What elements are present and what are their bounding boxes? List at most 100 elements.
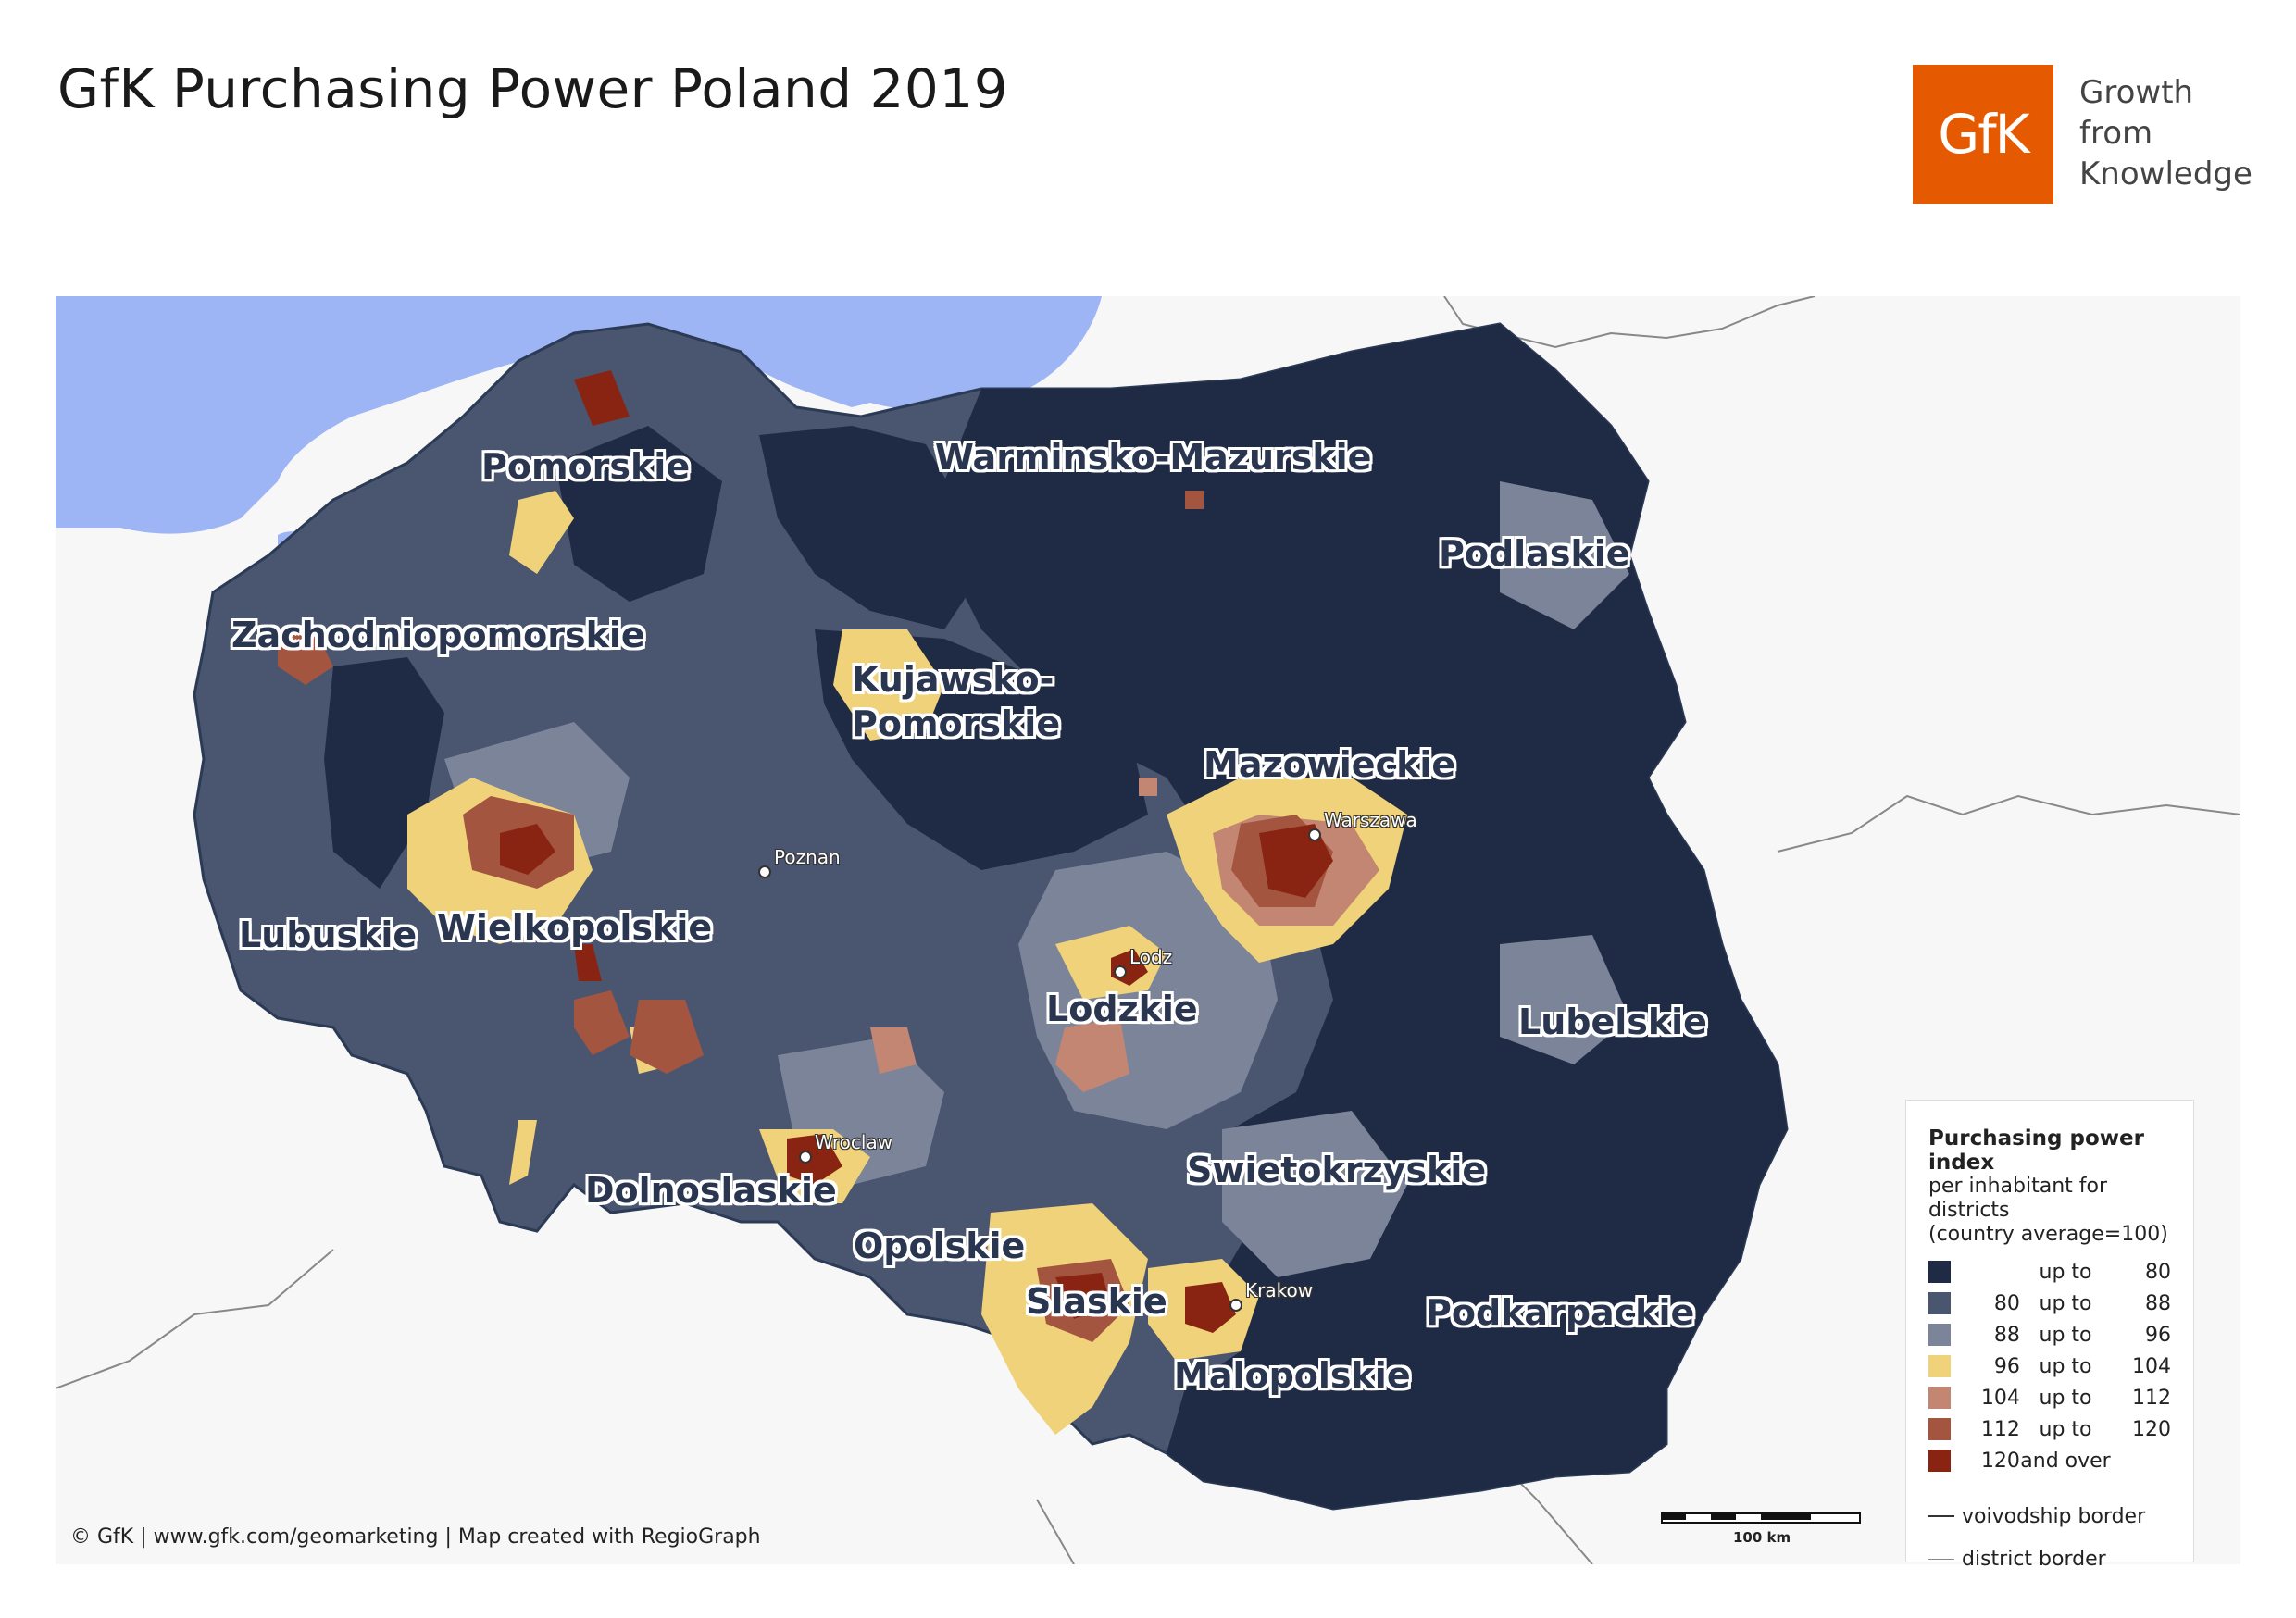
neighbor-border-sw	[1036, 1499, 1075, 1564]
west-border-yellow	[509, 1120, 537, 1185]
krakow-core	[1185, 1282, 1236, 1333]
map-svg	[56, 296, 2240, 1564]
legend-to: 96	[2145, 1323, 2171, 1347]
city-marker-krakow[interactable]	[1229, 1299, 1242, 1312]
region-label-podlaskie: Podlaskie	[1439, 533, 1630, 574]
legend-class-0: up to 80	[1928, 1256, 2171, 1288]
legend-subtitle-2: (country average=100)	[1928, 1223, 2168, 1246]
north-dark-region	[759, 426, 981, 629]
legend-sep: up to	[2039, 1417, 2092, 1441]
legend-voivodship-border: voivodship border	[1928, 1502, 2171, 1530]
swiet-grey	[1222, 1111, 1407, 1277]
legend-class-6: 120 and over	[1928, 1445, 2171, 1476]
city-marker-warszawa[interactable]	[1308, 828, 1321, 841]
region-label-warminsko-mazurskie: Warminsko-Mazurskie	[935, 437, 1372, 478]
region-label-malopolskie: Malopolskie	[1174, 1355, 1411, 1396]
legend-swatch	[1928, 1450, 1951, 1472]
podlaskie-grey	[1500, 481, 1629, 629]
city-marker-poznan[interactable]	[758, 865, 771, 878]
legend-sep: up to	[2039, 1323, 2092, 1347]
legend-sep: up to	[2039, 1386, 2092, 1410]
plock	[1139, 778, 1157, 796]
neighbor-border-ukraine	[1777, 794, 2240, 853]
legend-to: 120	[2132, 1417, 2171, 1441]
region-label-kujawsko-pomorskie: Kujawsko- Pomorskie	[852, 659, 1061, 744]
map-title: GfK Purchasing Power Poland 2019	[57, 57, 1009, 120]
tagline-line-2: from	[2079, 115, 2153, 152]
region-label-opolskie: Opolskie	[854, 1226, 1026, 1266]
city-label-warszawa: Warszawa	[1324, 809, 1417, 831]
logo-tagline: Growth from Knowledge	[2079, 72, 2252, 194]
city-label-wroclaw: Wroclaw	[815, 1131, 893, 1153]
legend-from: 96	[1993, 1354, 2020, 1378]
kalisz	[870, 1027, 917, 1074]
legend-swatch	[1928, 1292, 1951, 1314]
scale-bar	[1661, 1512, 1861, 1524]
district-line-sample	[1928, 1558, 1954, 1560]
region-label-dolnoslaskie: Dolnoslaskie	[585, 1170, 837, 1211]
wroclaw-core	[787, 1134, 842, 1185]
slaskie-core-2	[1055, 1273, 1111, 1319]
city-label-krakow: Krakow	[1245, 1279, 1314, 1301]
legend-from: 88	[1993, 1323, 2020, 1347]
region-label-zachodniopomorskie: Zachodniopomorskie	[231, 615, 645, 655]
legend-from: 120	[1980, 1449, 2020, 1473]
legend-to: 80	[2145, 1260, 2171, 1284]
neighbor-border-east	[1443, 296, 1816, 349]
legend-sep: and over	[2020, 1449, 2111, 1473]
lubelskie-grey	[1500, 935, 1629, 1064]
neighbor-border-south	[56, 1249, 334, 1389]
city-label-lodz: Lodz	[1129, 946, 1173, 968]
legend-swatch	[1928, 1418, 1951, 1440]
pomorskie-dark	[555, 426, 722, 602]
legend-to: 88	[2145, 1291, 2171, 1315]
legend-from: 80	[1993, 1291, 2020, 1315]
legend-title: Purchasing power index	[1928, 1126, 2144, 1175]
legend-swatch	[1928, 1355, 1951, 1377]
warsaw-core	[1259, 824, 1333, 898]
region-label-lubelskie: Lubelskie	[1518, 1002, 1707, 1042]
legend-rows: up to 80 80 up to 88 88 up to 96 96 up to 104 104 up…	[1928, 1256, 2171, 1476]
legend-swatch	[1928, 1324, 1951, 1346]
region-label-lodzkie: Lodzkie	[1046, 989, 1198, 1029]
zielona-gora	[574, 944, 602, 981]
region-label-pomorskie: Pomorskie	[481, 446, 691, 487]
legend-sep: up to	[2039, 1291, 2092, 1315]
legend: Purchasing power index per inhabitant fo…	[1905, 1100, 2194, 1571]
bydgoszcz-torun	[833, 629, 944, 741]
legend-swatch	[1928, 1387, 1951, 1409]
legend-class-4: 104 up to 112	[1928, 1382, 2171, 1413]
city-label-poznan: Poznan	[774, 846, 841, 868]
copyright: © GfK | www.gfk.com/geomarketing | Map c…	[70, 1525, 761, 1549]
legend-class-1: 80 up to 88	[1928, 1288, 2171, 1319]
legend-sep: up to	[2039, 1260, 2092, 1284]
olsztyn	[1185, 491, 1204, 509]
city-marker-wroclaw[interactable]	[799, 1151, 812, 1164]
scale-label: 100 km	[1733, 1529, 1791, 1546]
voivodship-border-label: voivodship border	[1962, 1504, 2146, 1528]
legend-from: 104	[1980, 1386, 2020, 1410]
map-area[interactable]: Pomorskie Warminsko-Mazurskie Podlaskie …	[56, 296, 2240, 1564]
legend-district-border: district border	[1928, 1545, 2171, 1573]
legend-class-3: 96 up to 104	[1928, 1350, 2171, 1382]
district-border-label: district border	[1962, 1547, 2106, 1571]
tagline-line-3: Knowledge	[2079, 156, 2252, 193]
dolny-112	[630, 1000, 704, 1074]
voivodship-line-sample	[1928, 1515, 1954, 1517]
region-label-wielkopolskie: Wielkopolskie	[437, 907, 713, 948]
legend-subtitle-1: per inhabitant for districts	[1928, 1175, 2108, 1222]
legend-class-2: 88 up to 96	[1928, 1319, 2171, 1350]
trojmiasto	[509, 491, 574, 574]
legend-from: 112	[1980, 1417, 2020, 1441]
region-label-mazowieckie: Mazowieckie	[1204, 744, 1456, 785]
legend-to: 112	[2132, 1386, 2171, 1410]
logo-text: GfK	[1938, 103, 2029, 166]
region-label-swietokrzyskie: Swietokrzyskie	[1187, 1150, 1487, 1190]
gdansk	[574, 370, 630, 426]
region-label-lubuskie: Lubuskie	[239, 915, 418, 955]
lubin	[574, 990, 630, 1055]
szczecin	[278, 629, 333, 685]
region-label-podkarpackie: Podkarpackie	[1426, 1292, 1695, 1333]
legend-class-5: 112 up to 120	[1928, 1413, 2171, 1445]
city-marker-lodz[interactable]	[1114, 965, 1127, 978]
